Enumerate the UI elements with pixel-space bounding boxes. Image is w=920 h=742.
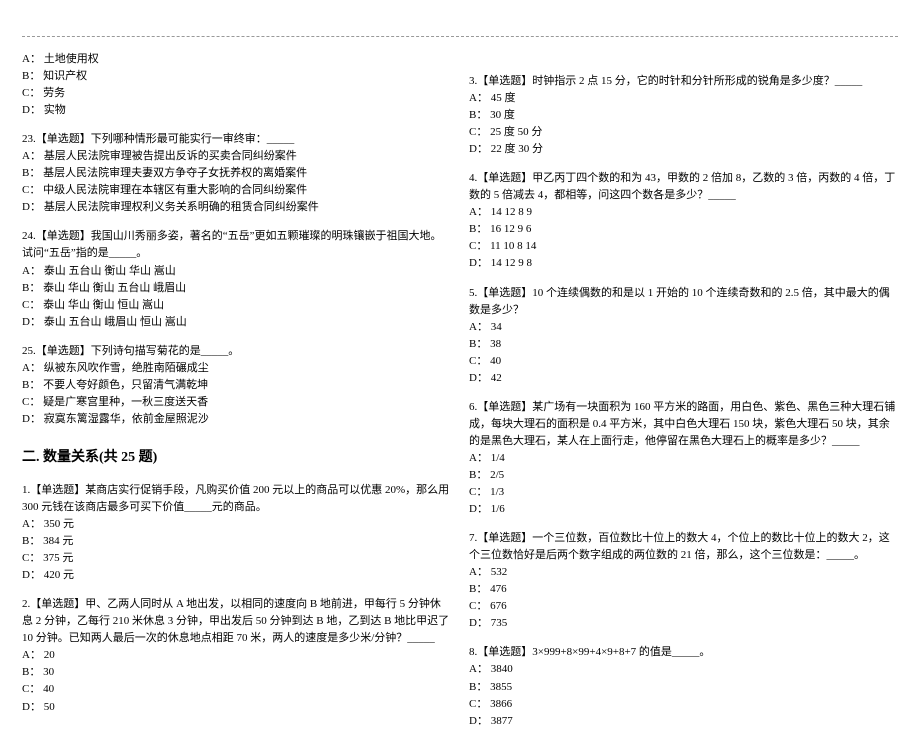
rq3-stem: 3.【单选题】时钟指示 2 点 15 分，它的时针和分针所形成的锐角是多少度？_… bbox=[469, 73, 898, 90]
q22-opt-a: A： 土地使用权 bbox=[22, 51, 451, 68]
sq1-opt-b: B： 384 元 bbox=[22, 533, 451, 550]
section2-question-3: 3.【单选题】时钟指示 2 点 15 分，它的时针和分针所形成的锐角是多少度？_… bbox=[469, 73, 898, 158]
q24-stem: 24.【单选题】我国山川秀丽多姿，著名的“五岳”更如五颗璀璨的明珠镶嵌于祖国大地… bbox=[22, 228, 451, 262]
rq5-opt-b: B： 38 bbox=[469, 336, 898, 353]
rq4-opt-d: D： 14 12 9 8 bbox=[469, 255, 898, 272]
rq6-stem: 6.【单选题】某广场有一块面积为 160 平方米的路面，用白色、紫色、黑色三种大… bbox=[469, 399, 898, 450]
question-25: 25.【单选题】下列诗句描写菊花的是_____。 A： 纵被东风吹作雪，绝胜南陌… bbox=[22, 343, 451, 428]
section2-question-2: 2.【单选题】甲、乙两人同时从 A 地出发，以相同的速度向 B 地前进，甲每行 … bbox=[22, 596, 451, 715]
rq3-opt-a: A： 45 度 bbox=[469, 90, 898, 107]
section-2-title: 二. 数量关系(共 25 题) bbox=[22, 446, 451, 466]
q22-opt-d: D： 实物 bbox=[22, 102, 451, 119]
rq7-opt-a: A： 532 bbox=[469, 564, 898, 581]
sq1-opt-a: A： 350 元 bbox=[22, 516, 451, 533]
section2-question-4: 4.【单选题】甲乙丙丁四个数的和为 43，甲数的 2 倍加 8，乙数的 3 倍，… bbox=[469, 170, 898, 272]
two-column-layout: A： 土地使用权 B： 知识产权 C： 劳务 D： 实物 23.【单选题】下列哪… bbox=[22, 51, 898, 742]
rq7-stem: 7.【单选题】一个三位数，百位数比十位上的数大 4，个位上的数比十位上的数大 2… bbox=[469, 530, 898, 564]
section2-question-7: 7.【单选题】一个三位数，百位数比十位上的数大 4，个位上的数比十位上的数大 2… bbox=[469, 530, 898, 632]
rq4-stem: 4.【单选题】甲乙丙丁四个数的和为 43，甲数的 2 倍加 8，乙数的 3 倍，… bbox=[469, 170, 898, 204]
sq2-stem: 2.【单选题】甲、乙两人同时从 A 地出发，以相同的速度向 B 地前进，甲每行 … bbox=[22, 596, 451, 647]
q24-opt-c: C： 泰山 华山 衡山 恒山 嵩山 bbox=[22, 297, 451, 314]
q25-stem: 25.【单选题】下列诗句描写菊花的是_____。 bbox=[22, 343, 451, 360]
rq4-opt-b: B： 16 12 9 6 bbox=[469, 221, 898, 238]
rq8-opt-b: B： 3855 bbox=[469, 679, 898, 696]
rq6-opt-b: B： 2/5 bbox=[469, 467, 898, 484]
rq8-stem: 8.【单选题】3×999+8×99+4×9+8+7 的值是_____。 bbox=[469, 644, 898, 661]
rq4-opt-c: C： 11 10 8 14 bbox=[469, 238, 898, 255]
rq5-opt-d: D： 42 bbox=[469, 370, 898, 387]
rq6-opt-d: D： 1/6 bbox=[469, 501, 898, 518]
q22-opt-c: C： 劳务 bbox=[22, 85, 451, 102]
rq4-opt-a: A： 14 12 8 9 bbox=[469, 204, 898, 221]
rq5-stem: 5.【单选题】10 个连续偶数的和是以 1 开始的 10 个连续奇数和的 2.5… bbox=[469, 285, 898, 319]
q24-opt-a: A： 泰山 五台山 衡山 华山 嵩山 bbox=[22, 263, 451, 280]
sq2-opt-d: D： 50 bbox=[22, 699, 451, 716]
rq3-opt-b: B： 30 度 bbox=[469, 107, 898, 124]
right-column: 3.【单选题】时钟指示 2 点 15 分，它的时针和分针所形成的锐角是多少度？_… bbox=[469, 51, 898, 742]
rq3-opt-d: D： 22 度 30 分 bbox=[469, 141, 898, 158]
rq8-opt-c: C： 3866 bbox=[469, 696, 898, 713]
q23-opt-b: B： 基层人民法院审理夫妻双方争夺子女抚养权的离婚案件 bbox=[22, 165, 451, 182]
sq2-opt-c: C： 40 bbox=[22, 681, 451, 698]
rq5-opt-a: A： 34 bbox=[469, 319, 898, 336]
q22-opt-b: B： 知识产权 bbox=[22, 68, 451, 85]
q25-opt-a: A： 纵被东风吹作雪，绝胜南陌碾成尘 bbox=[22, 360, 451, 377]
exam-page: A： 土地使用权 B： 知识产权 C： 劳务 D： 实物 23.【单选题】下列哪… bbox=[0, 0, 920, 651]
sq2-opt-b: B： 30 bbox=[22, 664, 451, 681]
question-24: 24.【单选题】我国山川秀丽多姿，著名的“五岳”更如五颗璀璨的明珠镶嵌于祖国大地… bbox=[22, 228, 451, 330]
question-22-options-only: A： 土地使用权 B： 知识产权 C： 劳务 D： 实物 bbox=[22, 51, 451, 119]
q23-opt-d: D： 基层人民法院审理权利义务关系明确的租赁合同纠纷案件 bbox=[22, 199, 451, 216]
q25-opt-c: C： 疑是广寒宫里种，一秋三度送天香 bbox=[22, 394, 451, 411]
sq1-opt-d: D： 420 元 bbox=[22, 567, 451, 584]
page-top-separator bbox=[22, 36, 898, 37]
section2-question-1: 1.【单选题】某商店实行促销手段，凡购买价值 200 元以上的商品可以优惠 20… bbox=[22, 482, 451, 584]
rq7-opt-c: C： 676 bbox=[469, 598, 898, 615]
q23-opt-c: C： 中级人民法院审理在本辖区有重大影响的合同纠纷案件 bbox=[22, 182, 451, 199]
q25-opt-d: D： 寂寞东篱湿露华，依前金屋照泥沙 bbox=[22, 411, 451, 428]
section2-question-5: 5.【单选题】10 个连续偶数的和是以 1 开始的 10 个连续奇数和的 2.5… bbox=[469, 285, 898, 387]
section2-question-6: 6.【单选题】某广场有一块面积为 160 平方米的路面，用白色、紫色、黑色三种大… bbox=[469, 399, 898, 518]
rq8-opt-a: A： 3840 bbox=[469, 661, 898, 678]
sq2-opt-a: A： 20 bbox=[22, 647, 451, 664]
q25-opt-b: B： 不要人夸好颜色，只留清气满乾坤 bbox=[22, 377, 451, 394]
rq6-opt-a: A： 1/4 bbox=[469, 450, 898, 467]
rq5-opt-c: C： 40 bbox=[469, 353, 898, 370]
rq3-opt-c: C： 25 度 50 分 bbox=[469, 124, 898, 141]
question-23: 23.【单选题】下列哪种情形最可能实行一审终审：_____ A： 基层人民法院审… bbox=[22, 131, 451, 216]
sq1-opt-c: C： 375 元 bbox=[22, 550, 451, 567]
rq8-opt-d: D： 3877 bbox=[469, 713, 898, 730]
left-column: A： 土地使用权 B： 知识产权 C： 劳务 D： 实物 23.【单选题】下列哪… bbox=[22, 51, 451, 742]
rq6-opt-c: C： 1/3 bbox=[469, 484, 898, 501]
section2-question-8: 8.【单选题】3×999+8×99+4×9+8+7 的值是_____。 A： 3… bbox=[469, 644, 898, 729]
q24-opt-b: B： 泰山 华山 衡山 五台山 峨眉山 bbox=[22, 280, 451, 297]
rq7-opt-b: B： 476 bbox=[469, 581, 898, 598]
sq1-stem: 1.【单选题】某商店实行促销手段，凡购买价值 200 元以上的商品可以优惠 20… bbox=[22, 482, 451, 516]
q23-opt-a: A： 基层人民法院审理被告提出反诉的买卖合同纠纷案件 bbox=[22, 148, 451, 165]
q23-stem: 23.【单选题】下列哪种情形最可能实行一审终审：_____ bbox=[22, 131, 451, 148]
rq7-opt-d: D： 735 bbox=[469, 615, 898, 632]
q24-opt-d: D： 泰山 五台山 峨眉山 恒山 嵩山 bbox=[22, 314, 451, 331]
